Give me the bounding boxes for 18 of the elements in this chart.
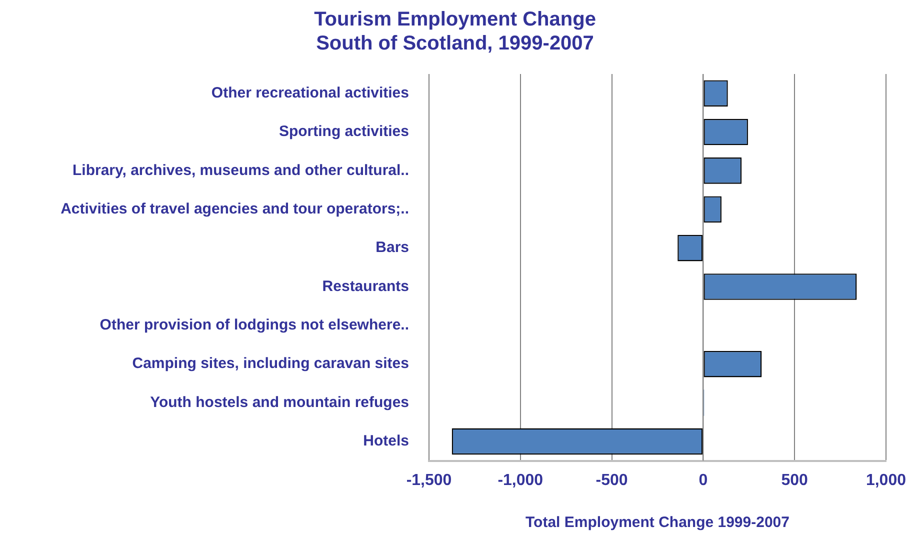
chart-title: Tourism Employment Change South of Scotland, 1999-2007: [314, 8, 596, 55]
y-tick-label: Library, archives, museums and other cultural..: [72, 162, 409, 179]
x-tick-label: -1,000: [498, 472, 544, 489]
y-tick-label: Other provision of lodgings not elsewhere..: [100, 316, 409, 334]
x-tick-label: 0: [698, 472, 708, 489]
y-tick-label: Camping sites, including caravan sites: [132, 355, 409, 372]
y-tick-label: Hotels: [363, 432, 409, 450]
y-tick-label: Youth hostels and mountain refuges: [150, 394, 409, 411]
y-tick-label: Restaurants: [322, 278, 409, 295]
x-axis-title: Total Employment Change 1999-2007: [526, 514, 790, 532]
x-tick-label: 1,000: [866, 472, 906, 489]
x-tick-label: 500: [781, 472, 808, 489]
x-tick-label: -500: [596, 472, 628, 489]
y-tick-label: Other recreational activities: [211, 84, 409, 102]
y-tick-label: Sporting activities: [278, 123, 409, 140]
x-tick-label: -1,500: [406, 472, 452, 489]
y-tick-label: Activities of travel agencies and tour operators;..: [60, 200, 409, 218]
y-tick-label: Bars: [376, 239, 409, 256]
